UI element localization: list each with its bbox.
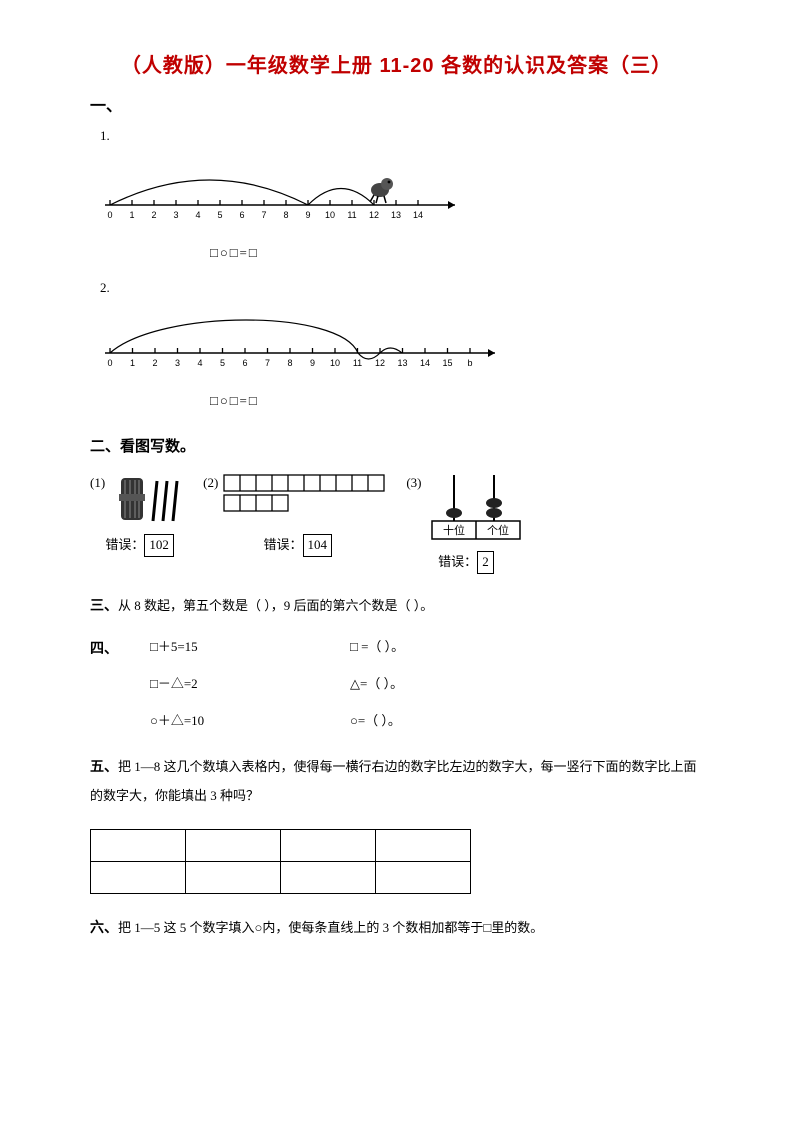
- q2-label-1: (1): [90, 473, 105, 494]
- eq4-2-left: □－△=2: [150, 674, 350, 695]
- equation-1: □○□=□: [210, 243, 703, 264]
- err-prefix-2: 错误：: [264, 537, 303, 552]
- err-prefix-3: 错误：: [438, 554, 477, 569]
- svg-text:2: 2: [151, 210, 156, 220]
- eq4-3-right: ○=（ ）。: [350, 711, 550, 732]
- section-3-prefix: 三、: [90, 597, 118, 613]
- section-5-prefix: 五、: [90, 758, 118, 774]
- section-5: 五、把 1—8 这几个数填入表格内，使得每一横行右边的数字比左边的数字大，每一竖…: [90, 751, 703, 810]
- err-value-2: 104: [303, 534, 333, 557]
- svg-text:4: 4: [195, 210, 200, 220]
- eq4-1-right: □ =（ ）。: [350, 637, 550, 658]
- err-value-1: 102: [144, 534, 174, 557]
- grid-cell[interactable]: [186, 829, 281, 861]
- grid-cell[interactable]: [376, 829, 471, 861]
- svg-text:9: 9: [305, 210, 310, 220]
- question-2-number: 2.: [100, 278, 703, 299]
- eq4-3-left: ○＋△=10: [150, 711, 350, 732]
- svg-text:9: 9: [310, 358, 315, 368]
- bundle-sticks-icon: [109, 473, 189, 528]
- q2-item-2: (2) 错误：104: [203, 473, 392, 557]
- section-6-prefix: 六、: [90, 919, 118, 935]
- q2-item-1: (1) 错误：102: [90, 473, 189, 557]
- tens-label: 十位: [443, 523, 465, 537]
- q2-label-3: (3): [406, 473, 421, 494]
- svg-text:11: 11: [347, 210, 356, 220]
- svg-text:5: 5: [220, 358, 225, 368]
- grid-cell[interactable]: [91, 829, 186, 861]
- svg-text:14: 14: [420, 358, 430, 368]
- section-3-text-b: ），9 后面的第六个数是（: [264, 598, 410, 613]
- number-line-2: 0123456789101112131415b: [100, 303, 460, 385]
- grid-cell[interactable]: [281, 829, 376, 861]
- section-3-text-c: ）。: [414, 598, 434, 613]
- section-4-prefix: 四、: [90, 637, 150, 731]
- section-2-heading: 二、看图写数。: [90, 435, 703, 459]
- section-6-text: 把 1—5 这 5 个数字填入○内，使每条直线上的 3 个数相加都等于□里的数。: [118, 920, 543, 935]
- svg-text:0: 0: [107, 210, 112, 220]
- svg-text:11: 11: [353, 358, 362, 368]
- section-2-row: (1) 错误：102 (2): [90, 473, 703, 574]
- svg-text:6: 6: [239, 210, 244, 220]
- svg-text:4: 4: [197, 358, 202, 368]
- svg-text:13: 13: [391, 210, 401, 220]
- grid-cell[interactable]: [186, 861, 281, 893]
- svg-text:7: 7: [261, 210, 266, 220]
- svg-text:13: 13: [397, 358, 407, 368]
- svg-text:12: 12: [369, 210, 379, 220]
- squares-grid-icon: [222, 473, 392, 528]
- err-value-3: 2: [477, 551, 494, 574]
- svg-text:2: 2: [152, 358, 157, 368]
- section-5-text: 把 1—8 这几个数填入表格内，使得每一横行右边的数字比左边的数字大，每一竖行下…: [90, 759, 697, 803]
- eq4-1-left: □＋5=15: [150, 637, 350, 658]
- svg-text:0: 0: [107, 358, 112, 368]
- grid-cell[interactable]: [281, 861, 376, 893]
- svg-text:10: 10: [325, 210, 335, 220]
- err-prefix-1: 错误：: [105, 537, 144, 552]
- page-title: （人教版）一年级数学上册 11-20 各数的认识及答案（三）: [90, 50, 703, 82]
- eq4-2-right: △=（ ）。: [350, 674, 550, 695]
- number-line-1: 01234567891011121314: [100, 150, 460, 237]
- abacus-icon: 十位 个位: [426, 473, 526, 545]
- ones-label: 个位: [487, 523, 509, 537]
- svg-text:b: b: [467, 358, 472, 368]
- svg-text:8: 8: [287, 358, 292, 368]
- section-6: 六、把 1—5 这 5 个数字填入○内，使每条直线上的 3 个数相加都等于□里的…: [90, 916, 703, 939]
- svg-text:6: 6: [242, 358, 247, 368]
- svg-text:3: 3: [175, 358, 180, 368]
- svg-text:15: 15: [442, 358, 452, 368]
- svg-text:5: 5: [217, 210, 222, 220]
- grid-2x4: [90, 829, 471, 894]
- svg-text:14: 14: [413, 210, 423, 220]
- section-3: 三、从 8 数起，第五个数是（ ），9 后面的第六个数是（ ）。: [90, 594, 703, 617]
- q2-item-3: (3) 十位 个位 错误：2: [406, 473, 525, 574]
- question-1-number: 1.: [100, 126, 703, 147]
- svg-text:3: 3: [173, 210, 178, 220]
- svg-text:1: 1: [129, 210, 134, 220]
- svg-text:12: 12: [375, 358, 385, 368]
- grid-cell[interactable]: [91, 861, 186, 893]
- svg-text:10: 10: [330, 358, 340, 368]
- q2-label-2: (2): [203, 473, 218, 494]
- grid-cell[interactable]: [376, 861, 471, 893]
- svg-text:8: 8: [283, 210, 288, 220]
- section-1-heading: 一、: [90, 94, 703, 120]
- svg-text:7: 7: [265, 358, 270, 368]
- section-3-text-a: 从 8 数起，第五个数是（: [118, 598, 261, 613]
- svg-text:1: 1: [130, 358, 135, 368]
- equation-2: □○□=□: [210, 391, 703, 412]
- section-4: 四、 □＋5=15□ =（ ）。 □－△=2△=（ ）。 ○＋△=10○=（ ）…: [90, 637, 703, 731]
